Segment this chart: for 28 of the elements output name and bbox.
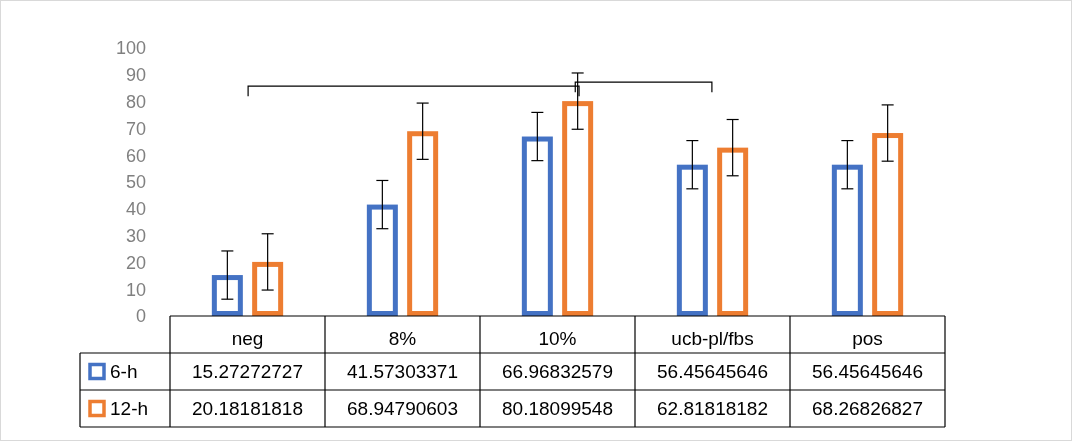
data-label: 68.26826827 [812, 398, 923, 420]
data-label: 66.96832579 [502, 361, 613, 383]
y-tick-label: 60 [125, 145, 146, 166]
y-tick-label: 100 [115, 38, 146, 59]
x-tick-label: ucb-pl/fbs [671, 328, 754, 350]
x-tick-label: 10% [538, 328, 577, 350]
y-tick-label: 70 [125, 118, 146, 139]
y-tick-label: 40 [125, 199, 146, 220]
y-tick-label: 0 [135, 306, 146, 327]
y-tick-label: 10 [125, 279, 146, 300]
data-label: 15.27272727 [192, 361, 303, 383]
data-label: 80.18099548 [502, 398, 613, 420]
data-label: 56.45645646 [812, 361, 923, 383]
legend-label: 12-h [110, 398, 149, 420]
y-tick-label: 20 [125, 252, 146, 273]
y-tick-label: 80 [125, 91, 146, 112]
x-tick-label: pos [852, 328, 883, 350]
data-label: 62.81818182 [657, 398, 768, 420]
data-label: 56.45645646 [657, 361, 768, 383]
y-tick-label: 90 [125, 65, 146, 86]
y-tick-label: 50 [125, 172, 146, 193]
data-label: 20.18181818 [192, 398, 303, 420]
x-tick-label: 8% [388, 328, 417, 350]
data-label: 41.57303371 [347, 361, 458, 383]
y-tick-label: 30 [125, 225, 146, 246]
x-tick-label: neg [231, 328, 264, 350]
legend-label: 6-h [110, 361, 138, 383]
data-label: 68.94790603 [347, 398, 458, 420]
